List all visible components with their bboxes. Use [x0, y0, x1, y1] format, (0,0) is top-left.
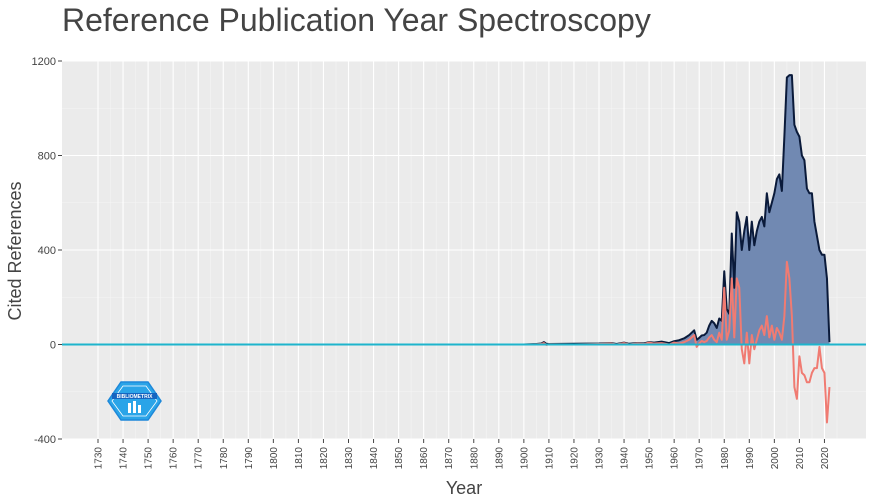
logo-text: BIBLIOMETRIX: [117, 394, 153, 400]
x-tick-label: 1950: [645, 447, 656, 470]
x-tick-label: 2010: [795, 447, 806, 470]
x-tick-label: 1900: [519, 447, 530, 470]
bibliometrix-logo: BIBLIOMETRIX: [107, 381, 162, 421]
y-tick-label: 400: [38, 245, 56, 257]
x-tick-label: 1880: [469, 447, 480, 470]
x-tick-label: 1790: [244, 447, 255, 470]
x-tick-label: 1910: [544, 447, 555, 470]
x-tick-label: 1980: [720, 447, 731, 470]
x-tick-label: 1830: [344, 447, 355, 470]
x-tick-label: 2000: [770, 447, 781, 470]
x-tick-label: 1820: [319, 447, 330, 470]
x-tick-label: 1770: [194, 447, 205, 470]
y-tick-label: 800: [38, 151, 56, 163]
x-tick-label: 1940: [620, 447, 631, 470]
y-tick-label: 1200: [32, 56, 56, 68]
x-tick-label: 1990: [745, 447, 756, 470]
x-tick-label: 1970: [695, 447, 706, 470]
x-tick-label: 1960: [670, 447, 681, 470]
x-tick-label: 1850: [394, 447, 405, 470]
x-tick-label: 1780: [219, 447, 230, 470]
x-axis-title: Year: [446, 478, 482, 498]
y-tick-label: 0: [50, 340, 56, 352]
x-tick-label: 1890: [494, 447, 505, 470]
y-tick-label: -400: [34, 434, 56, 446]
x-tick-label: 1760: [169, 447, 180, 470]
x-tick-label: 1740: [119, 447, 130, 470]
x-tick-label: 1930: [595, 447, 606, 470]
x-axis-ticks: 1730 1740 1750 1760 1770 1780 1790 1800 1810 1820…: [94, 439, 831, 469]
y-axis-title: Cited References: [5, 181, 25, 320]
x-tick-label: 1860: [419, 447, 430, 470]
x-tick-label: 1730: [94, 447, 105, 470]
x-tick-label: 1840: [369, 447, 380, 470]
x-tick-label: 1800: [269, 447, 280, 470]
x-tick-label: 1870: [444, 447, 455, 470]
x-tick-label: 2020: [820, 447, 831, 470]
x-tick-label: 1750: [144, 447, 155, 470]
x-tick-label: 1810: [294, 447, 305, 470]
y-axis-ticks: -400 0 400 800 1200: [32, 56, 62, 446]
cited-references-area: [98, 75, 830, 345]
chart-title: Reference Publication Year Spectroscopy: [62, 2, 651, 38]
x-tick-label: 1920: [569, 447, 580, 470]
